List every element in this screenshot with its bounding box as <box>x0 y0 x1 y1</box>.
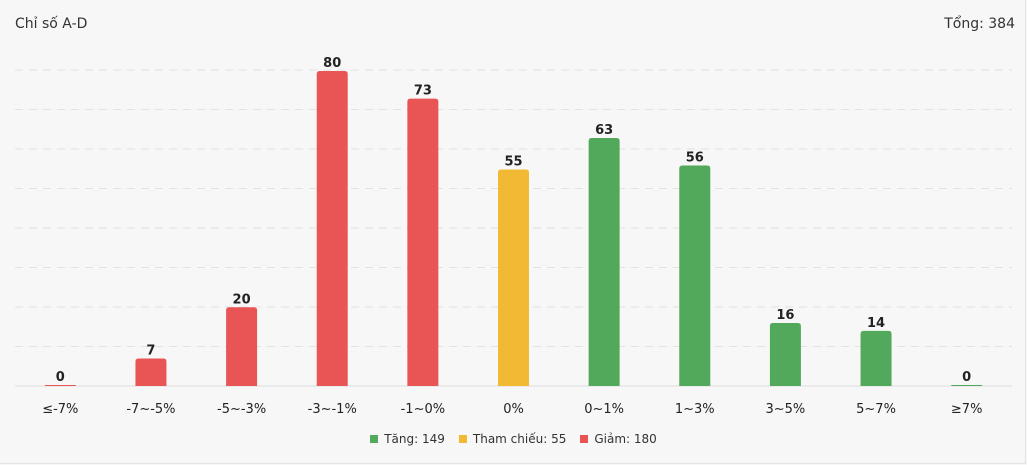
legend-swatch-ref <box>458 435 467 443</box>
bar-value-label: 16 <box>776 308 794 323</box>
chart-title: Chỉ số A-D <box>15 16 88 32</box>
bar-value-label: 73 <box>414 84 432 99</box>
bar-9[interactable] <box>860 330 892 386</box>
ad-index-chart: 0 ≤-7% 7 -7~-5% 20 -5~-3% 80 -3~-1% 73 -1~0% 55 0% 6… <box>15 56 1012 417</box>
legend-item-ref[interactable]: Tham chiếu: 55 <box>458 432 567 446</box>
bar-value-label: 56 <box>686 151 704 166</box>
bar-0[interactable] <box>44 385 76 386</box>
x-tick-label: ≤-7% <box>42 402 78 417</box>
bar-4[interactable] <box>407 98 439 386</box>
x-tick-label: 5~7% <box>856 402 896 417</box>
bar-5[interactable] <box>498 169 529 386</box>
x-tick-label: -7~-5% <box>126 402 175 417</box>
bar-10[interactable] <box>951 385 983 386</box>
bar-value-label: 0 <box>962 370 971 385</box>
x-tick-label: 0~1% <box>584 402 624 417</box>
legend-swatch-up <box>370 435 379 443</box>
legend-item-up[interactable]: Tăng: 149 <box>370 432 445 446</box>
x-tick-label: 3~5% <box>766 402 806 417</box>
bar-3[interactable] <box>316 71 348 386</box>
legend-label-down: Giảm: 180 <box>594 432 657 446</box>
x-tick-label: 0% <box>503 402 524 417</box>
bar-value-label: 7 <box>146 343 155 358</box>
x-tick-label: 1~3% <box>675 402 715 417</box>
bar-7[interactable] <box>679 165 711 387</box>
bar-value-label: 55 <box>504 154 522 169</box>
x-tick-label: ≥7% <box>951 402 983 417</box>
legend-swatch-down <box>580 435 589 443</box>
total-count: Tổng: 384 <box>944 16 1015 32</box>
bar-value-label: 20 <box>233 292 251 307</box>
chart-legend: Tăng: 149 Tham chiếu: 55 Giảm: 180 <box>0 432 1027 446</box>
x-tick-label: -5~-3% <box>217 402 266 417</box>
bar-6[interactable] <box>588 137 620 386</box>
bar-2[interactable] <box>226 307 258 386</box>
bar-value-label: 80 <box>323 56 341 71</box>
legend-label-up: Tăng: 149 <box>384 432 445 446</box>
legend-item-down[interactable]: Giảm: 180 <box>580 432 657 446</box>
bar-1[interactable] <box>135 358 167 386</box>
bar-value-label: 0 <box>56 370 65 385</box>
bar-8[interactable] <box>769 323 801 386</box>
bar-value-label: 14 <box>867 316 885 331</box>
x-tick-label: -3~-1% <box>308 402 357 417</box>
bar-value-label: 63 <box>595 123 613 138</box>
legend-label-ref: Tham chiếu: 55 <box>472 432 567 446</box>
x-tick-label: -1~0% <box>401 402 445 417</box>
